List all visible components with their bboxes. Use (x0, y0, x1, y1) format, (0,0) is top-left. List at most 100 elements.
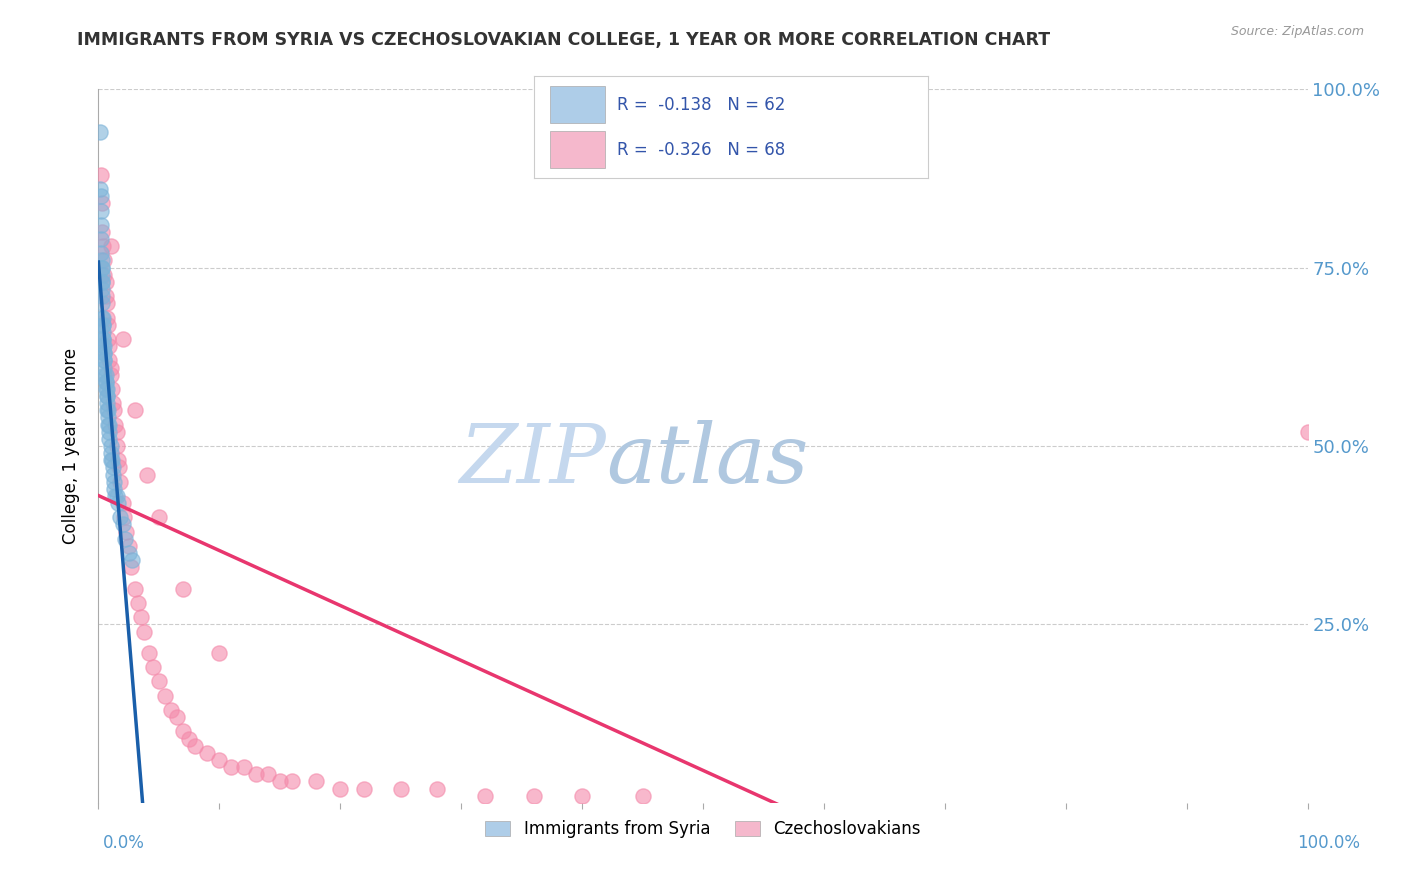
Point (93, 353, 115, 368)
Point (256, 767, 278, 781)
Point (91, 275, 114, 289)
Point (93, 268, 115, 282)
Point (94, 375, 117, 389)
Point (100, 453, 122, 467)
Point (96, 403, 118, 417)
Point (91, 253, 114, 268)
Point (571, 789, 593, 803)
Point (281, 774, 304, 789)
Point (389, 781, 412, 796)
Point (353, 781, 375, 796)
Text: IMMIGRANTS FROM SYRIA VS CZECHOSLOVAKIAN COLLEGE, 1 YEAR OR MORE CORRELATION CHA: IMMIGRANTS FROM SYRIA VS CZECHOSLOVAKIAN… (77, 31, 1050, 49)
Point (90, 189, 112, 203)
Point (91, 260, 114, 275)
Text: 0.0%: 0.0% (103, 834, 145, 852)
Point (103, 482, 125, 496)
Point (103, 475, 125, 489)
Point (98, 353, 121, 368)
Text: atlas: atlas (606, 420, 808, 500)
Point (232, 760, 254, 774)
Point (91, 275, 114, 289)
Point (93, 353, 115, 368)
Point (91, 332, 114, 346)
Point (124, 403, 146, 417)
Point (96, 382, 118, 396)
Point (305, 774, 328, 789)
Point (100, 446, 122, 460)
Point (124, 582, 146, 596)
Point (91, 318, 114, 332)
Point (127, 596, 149, 610)
Point (329, 781, 352, 796)
Point (172, 582, 194, 596)
Point (91, 225, 114, 239)
Point (96, 396, 118, 410)
Point (91, 196, 114, 211)
Point (142, 660, 165, 674)
Point (100, 368, 122, 382)
Point (112, 510, 135, 524)
Point (91, 268, 114, 282)
Point (134, 624, 156, 639)
Point (91, 310, 114, 325)
Point (91, 332, 114, 346)
Point (104, 417, 127, 432)
Point (107, 453, 129, 467)
Point (91, 339, 114, 353)
Point (184, 739, 207, 753)
Point (221, 760, 243, 774)
Point (121, 553, 143, 567)
Point (93, 368, 115, 382)
Point (105, 439, 128, 453)
Point (96, 389, 118, 403)
Point (91, 239, 114, 253)
Point (96, 389, 118, 403)
Point (93, 253, 115, 268)
Point (179, 731, 201, 746)
Point (166, 710, 188, 724)
Point (91, 260, 114, 275)
Point (93, 339, 115, 353)
Point (93, 346, 115, 360)
Text: Source: ZipAtlas.com: Source: ZipAtlas.com (1230, 25, 1364, 38)
Point (100, 360, 122, 375)
Point (153, 689, 176, 703)
Point (108, 475, 131, 489)
Point (98, 339, 121, 353)
Point (94, 289, 117, 303)
Point (98, 417, 121, 432)
Point (111, 496, 134, 510)
Point (98, 432, 121, 446)
Point (129, 610, 152, 624)
Point (97, 417, 120, 432)
Point (111, 332, 134, 346)
Point (97, 403, 120, 417)
Point (97, 410, 120, 425)
Point (97, 318, 120, 332)
Point (104, 489, 127, 503)
Point (90, 203, 112, 218)
FancyBboxPatch shape (550, 87, 605, 123)
Point (195, 746, 218, 760)
Point (100, 239, 122, 253)
Point (426, 781, 449, 796)
Point (93, 360, 115, 375)
Point (91, 310, 114, 325)
Point (115, 524, 138, 539)
Text: 100.0%: 100.0% (1298, 834, 1360, 852)
Point (97, 332, 120, 346)
Point (90, 232, 112, 246)
Point (208, 753, 231, 767)
Point (91, 325, 114, 339)
Point (101, 396, 124, 410)
Point (107, 496, 129, 510)
Point (208, 646, 231, 660)
Point (101, 460, 124, 475)
Text: R =  -0.326   N = 68: R = -0.326 N = 68 (617, 141, 785, 159)
Point (91, 289, 114, 303)
Point (100, 439, 122, 453)
Point (101, 467, 124, 482)
Point (118, 539, 141, 553)
Point (118, 546, 141, 560)
Point (138, 646, 160, 660)
